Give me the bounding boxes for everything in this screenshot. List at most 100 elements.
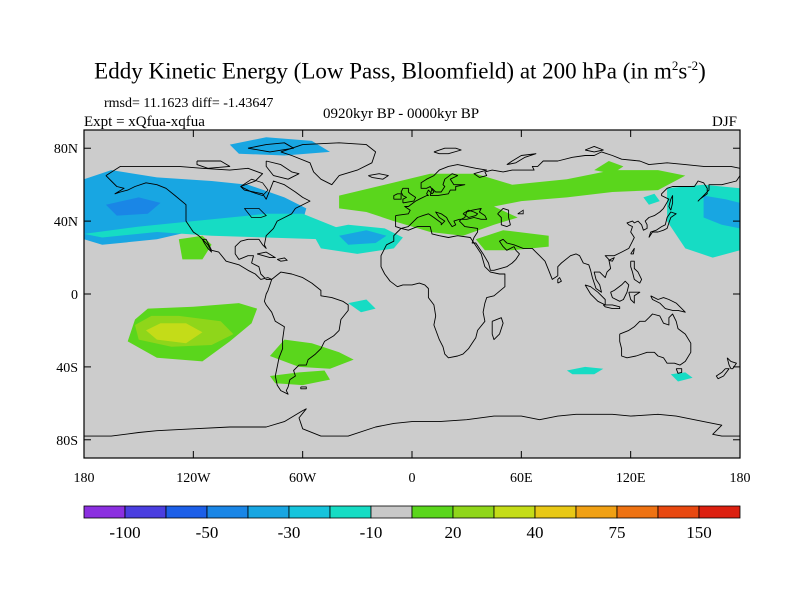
coastline-ellesmere-island xyxy=(247,142,295,153)
coastline-australia xyxy=(619,313,692,366)
colorbar-label: -10 xyxy=(360,523,383,542)
anomaly-region-17 xyxy=(146,323,203,344)
coastline-new-guinea xyxy=(650,295,686,313)
coastline-antarctica xyxy=(84,408,740,437)
colorbar-swatch xyxy=(124,505,167,519)
colorbar-swatch xyxy=(206,505,249,519)
coastline-japan xyxy=(648,211,677,238)
lon-tick-label: 120E xyxy=(616,471,646,486)
colorbar-label: 20 xyxy=(445,523,462,542)
colorbar-label: -100 xyxy=(109,523,140,542)
period-label: 0920kyr BP - 0000kyr BP xyxy=(323,106,480,122)
anomaly-region-4 xyxy=(339,230,387,245)
anomaly-region-8 xyxy=(348,299,376,313)
coastline-madagascar xyxy=(491,317,504,341)
coastline-svalbard xyxy=(433,147,462,155)
lat-tick-label: 80S xyxy=(56,434,78,449)
anomaly-region-19 xyxy=(269,370,330,386)
coastline-sulawesi xyxy=(628,291,641,304)
plot-title: Eddy Kinetic Energy (Low Pass, Bloomfiel… xyxy=(0,58,800,85)
anomaly-region-18 xyxy=(269,339,354,369)
lon-tick-label: 0 xyxy=(409,471,416,486)
anomaly-region-7 xyxy=(703,195,740,229)
colorbar-swatch xyxy=(411,505,454,519)
colorbar-swatch xyxy=(534,505,577,519)
lat-tick-label: 0 xyxy=(71,288,78,303)
colorbar-swatch xyxy=(493,505,536,519)
title-exponent-1: 2 xyxy=(671,58,679,73)
colorbar-swatch xyxy=(370,505,413,519)
title-exponent-2: -2 xyxy=(687,58,699,73)
anomaly-region-12 xyxy=(339,170,686,236)
coastline-falklands xyxy=(300,386,307,390)
lon-tick-label: 180 xyxy=(730,471,751,486)
lake-outline-1 xyxy=(244,207,267,218)
colorbar-swatch xyxy=(575,505,618,519)
colorbar-label: 40 xyxy=(527,523,544,542)
colorbar-swatch xyxy=(288,505,331,519)
coastline-sumatra xyxy=(584,284,606,306)
colorbar: -100 -50 -30 -10 20 40 75 150 xyxy=(83,505,741,542)
lon-tick-label: 180 xyxy=(74,471,95,486)
coastline-sakhalin xyxy=(668,195,674,211)
lon-tick-label: 120W xyxy=(176,471,211,486)
anomaly-region-11 xyxy=(643,193,660,205)
coastline-baffin-island xyxy=(265,160,300,180)
colorbar-label: 150 xyxy=(686,523,712,542)
lat-tick-label: 80N xyxy=(54,142,78,157)
coastline-baja-california xyxy=(201,238,213,253)
colorbar-label: -50 xyxy=(196,523,219,542)
coastline-ireland xyxy=(393,193,402,200)
anomaly-region-2 xyxy=(105,197,161,216)
colorbar-swatch xyxy=(83,505,126,519)
coastline-eurasia xyxy=(395,151,740,293)
colorbar-swatch xyxy=(452,505,495,519)
lake-outline-0 xyxy=(240,178,269,197)
anomaly-region-13 xyxy=(475,230,549,251)
coastline-hainan xyxy=(608,257,615,262)
colorbar-label: -30 xyxy=(278,523,301,542)
coastline-borneo xyxy=(610,280,630,302)
colorbar-swatch xyxy=(247,505,290,519)
coastline-caspian-sea xyxy=(497,207,511,228)
coastline-philippines xyxy=(630,260,643,284)
coastline-baltic xyxy=(429,173,466,197)
season-label: DJF xyxy=(712,114,738,130)
anomaly-region-5 xyxy=(229,137,330,156)
lon-tick-label: 60W xyxy=(289,471,317,486)
coastline-iceland xyxy=(368,173,389,180)
lake-outline-2 xyxy=(517,209,524,215)
lat-tick-label: 40S xyxy=(56,361,78,376)
title-unit-s: s xyxy=(678,58,688,84)
stats-line: rmsd= 11.1623 diff= -1.43647 xyxy=(104,96,274,111)
coastline-java xyxy=(602,304,621,310)
anomaly-region-0 xyxy=(84,170,307,245)
coastline-black-sea-detail xyxy=(462,209,479,218)
lat-tick-label: 40N xyxy=(54,215,78,230)
coastline-africa xyxy=(380,226,506,359)
coastline-victoria-island xyxy=(196,160,231,169)
axis-ticks: 80N 40N 0 40S 80S 180 120W 60W 0 60E 120E 180 xyxy=(54,130,751,486)
coastline-cuba xyxy=(256,251,276,259)
coastline-severnaya-zemlya xyxy=(584,145,604,153)
coastline-taiwan xyxy=(630,247,635,255)
colorbar-swatch xyxy=(165,505,208,519)
anomaly-shading xyxy=(84,137,740,386)
anomaly-region-20 xyxy=(594,161,624,174)
coastline-great-britain xyxy=(400,187,417,204)
lon-tick-label: 60E xyxy=(510,471,533,486)
anomaly-region-1 xyxy=(84,213,340,240)
colorbar-swatch xyxy=(657,505,700,519)
coastline-sri-lanka xyxy=(557,277,562,284)
coastline-novaya-zemlya xyxy=(506,153,537,166)
coastline-new-zealand-north xyxy=(726,357,737,370)
coastlines xyxy=(84,142,740,437)
experiment-label: Expt = xQfua-xqfua xyxy=(84,114,205,130)
anomaly-region-10 xyxy=(670,372,693,382)
coastline-tasmania xyxy=(675,368,683,374)
anomaly-region-9 xyxy=(566,366,604,375)
coastline-hispaniola xyxy=(276,257,288,262)
title-main: Eddy Kinetic Energy (Low Pass, Bloomfiel… xyxy=(94,58,672,84)
coastline-south-america xyxy=(263,271,349,395)
